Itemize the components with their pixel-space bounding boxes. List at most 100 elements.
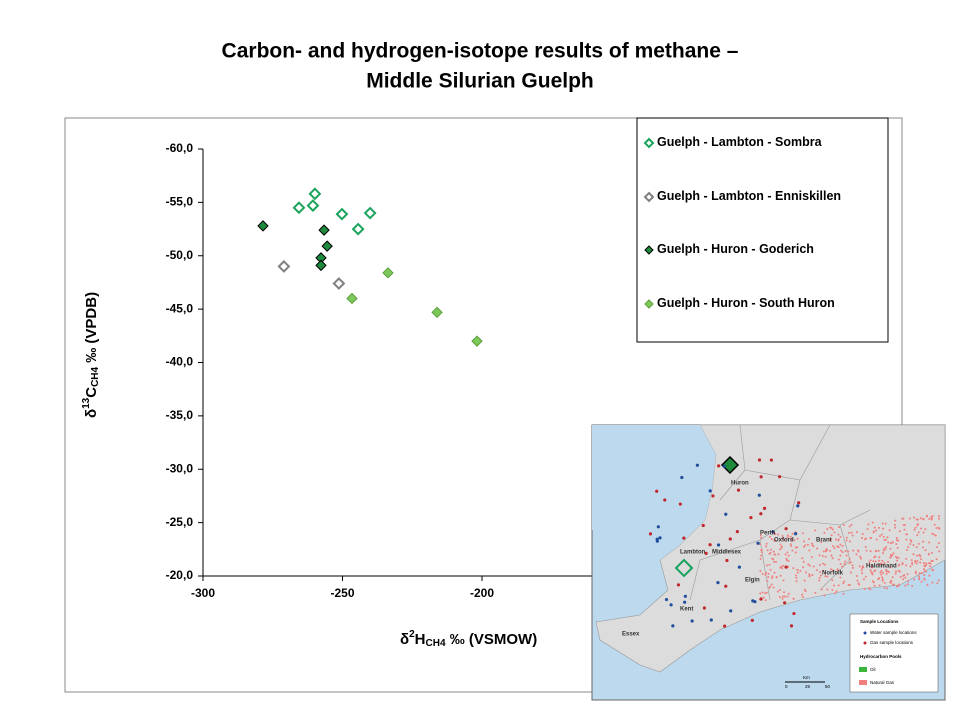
y-tick-label: -50,0 [166, 248, 194, 262]
point [382, 267, 394, 279]
gas-field [852, 549, 855, 552]
gas-field [760, 551, 763, 554]
sample-site [709, 618, 713, 622]
gas-field [790, 538, 793, 541]
gas-field [860, 569, 863, 572]
gas-field [912, 544, 915, 547]
gas-field [904, 576, 907, 579]
gas-field [884, 522, 887, 525]
gas-field [777, 533, 780, 536]
gas-field [917, 575, 920, 578]
sample-site [759, 475, 763, 479]
gas-field [811, 574, 814, 577]
point [321, 240, 333, 252]
gas-field [779, 543, 782, 546]
gas-field [767, 575, 770, 578]
gas-field [786, 534, 789, 537]
gas-field [882, 535, 885, 538]
gas-field [782, 579, 785, 582]
gas-field [843, 580, 846, 583]
gas-field [849, 571, 852, 574]
gas-field [759, 534, 762, 537]
gas-field [822, 569, 825, 572]
map-label: Elgin [745, 578, 760, 584]
gas-field [879, 571, 882, 574]
gas-field [896, 559, 899, 562]
gas-field [824, 555, 827, 558]
point [363, 206, 377, 220]
gas-field [789, 543, 792, 546]
legend-swatch [859, 680, 867, 685]
gas-field [922, 540, 925, 543]
gas-field [889, 566, 892, 569]
sample-site [656, 525, 660, 529]
gas-field [894, 570, 897, 573]
x-tick-label: -300 [191, 586, 215, 600]
gas-field [882, 549, 885, 552]
gas-field [766, 579, 769, 582]
scale-label: 25 [805, 684, 811, 689]
gas-field [930, 568, 933, 571]
sample-site [676, 583, 681, 587]
gas-field [907, 545, 910, 548]
legend-label: Guelph - Huron - South Huron [657, 296, 835, 310]
y-tick-label: -40,0 [166, 355, 194, 369]
gas-field [771, 557, 774, 560]
gas-field [819, 571, 822, 574]
gas-field [924, 549, 927, 552]
gas-field [870, 536, 873, 539]
gas-field [919, 561, 922, 564]
gas-field [795, 576, 798, 579]
sample-site [701, 523, 705, 528]
gas-field [895, 543, 898, 546]
gas-field [850, 531, 853, 534]
gas-field [927, 553, 930, 556]
gas-field [772, 550, 775, 553]
legend-label: Guelph - Lambton - Sombra [657, 135, 823, 149]
sample-site [757, 493, 761, 497]
gas-field [839, 554, 842, 557]
gas-field [897, 569, 900, 572]
sample-site [690, 619, 694, 623]
gas-field [851, 534, 854, 537]
gas-field [919, 517, 922, 520]
gas-field [779, 548, 782, 551]
gas-field [796, 537, 799, 540]
legend-label: Guelph - Lambton - Enniskillen [657, 189, 841, 203]
gas-field [807, 563, 810, 566]
gas-field [870, 564, 873, 567]
gas-field [868, 561, 871, 564]
gas-field [760, 548, 763, 551]
gas-field [811, 542, 814, 545]
sample-site [737, 565, 741, 569]
gas-field [799, 569, 802, 572]
gas-field [786, 536, 789, 539]
gas-field [889, 553, 892, 556]
gas-field [779, 574, 782, 577]
gas-field [818, 576, 821, 579]
gas-field [937, 542, 940, 545]
gas-field [898, 563, 901, 566]
gas-field [874, 569, 877, 572]
gas-field [904, 584, 907, 587]
point [308, 187, 322, 201]
gas-field [871, 521, 874, 524]
label-part: ‰ (VSMOW) [446, 631, 538, 648]
gas-field [832, 545, 835, 548]
gas-field [882, 551, 885, 554]
gas-field [885, 572, 888, 575]
gas-field [857, 550, 860, 553]
gas-field [792, 597, 795, 600]
gas-field [903, 528, 906, 531]
gas-field [927, 562, 930, 565]
gas-field [833, 547, 836, 550]
gas-field [767, 572, 770, 575]
gas-field [918, 554, 921, 557]
gas-field [812, 565, 815, 568]
scale-label: 50 [825, 684, 831, 689]
sample-site [722, 464, 726, 468]
gas-field [762, 596, 765, 599]
sample-site [708, 489, 712, 493]
gas-field [885, 546, 888, 549]
